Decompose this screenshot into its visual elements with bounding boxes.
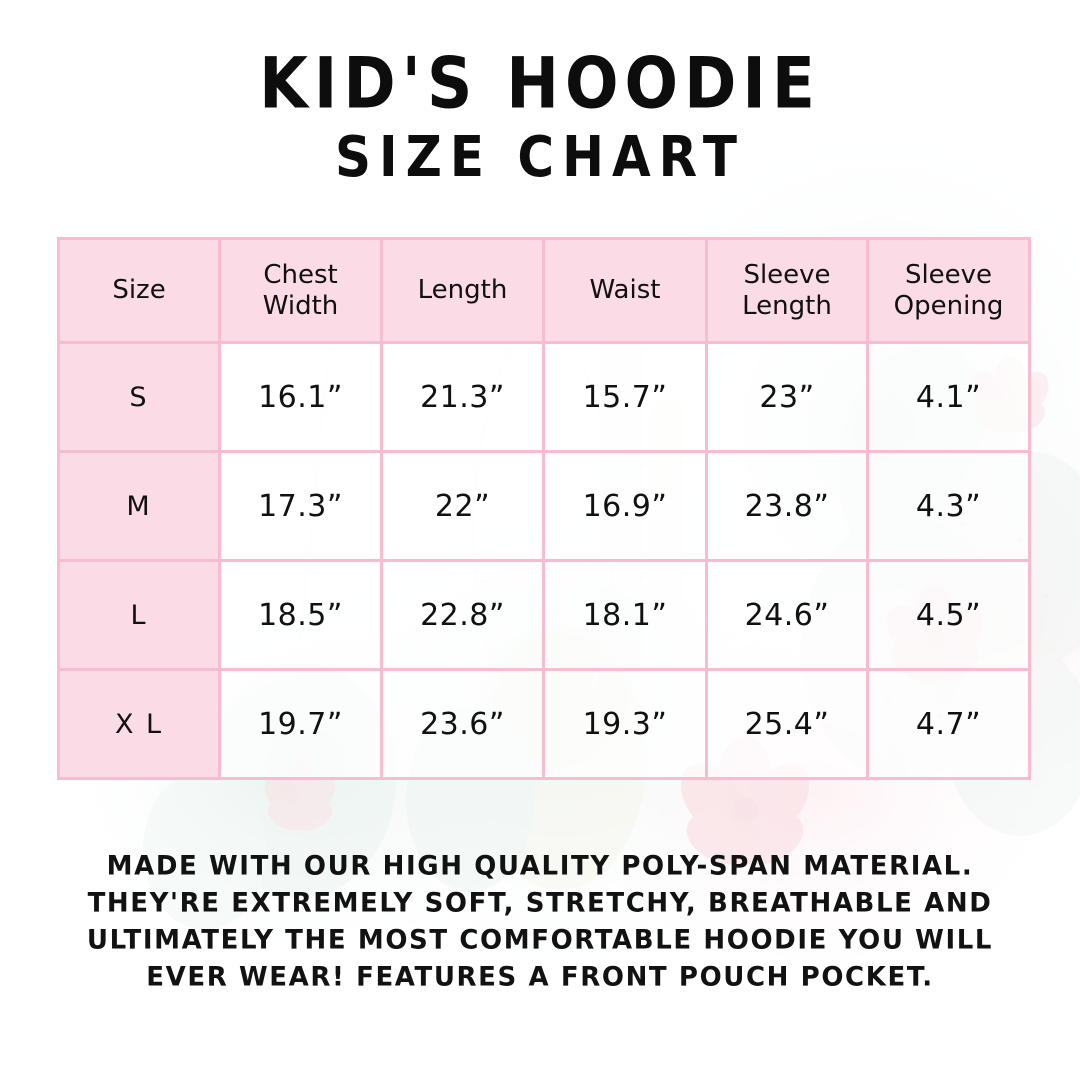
column-header-size-line1: Size <box>112 275 166 306</box>
cell-length: 23.6” <box>380 668 545 780</box>
cell-size: M <box>57 450 221 562</box>
footer-line-1: MADE WITH OUR HIGH QUALITY POLY-SPAN MAT… <box>106 850 974 882</box>
cell-length: 21.3” <box>380 341 545 453</box>
cell-sleeve-length: 25.4” <box>705 668 869 780</box>
cell-sleeve-opening: 4.1” <box>866 341 1031 453</box>
cell-chest-width: 19.7” <box>218 668 383 780</box>
table-row: L 18.5” 22.8” 18.1” 24.6” 4.5” <box>57 559 1031 671</box>
cell-length: 22.8” <box>380 559 545 671</box>
title-line-secondary: SIZE CHART <box>334 124 746 190</box>
table-row: S 16.1” 21.3” 15.7” 23” 4.1” <box>57 341 1031 453</box>
cell-sleeve-length: 24.6” <box>705 559 869 671</box>
cell-sleeve-opening: 4.7” <box>866 668 1031 780</box>
column-header-sleeve-length-line1: Sleeve <box>743 260 831 291</box>
column-header-sleeve-opening-line1: Sleeve <box>904 260 993 291</box>
table-row: M 17.3” 22” 16.9” 23.8” 4.3” <box>57 450 1031 562</box>
cell-length: 22” <box>380 450 545 562</box>
table-body: S 16.1” 21.3” 15.7” 23” 4.1” M 17.3” 22”… <box>57 341 1031 780</box>
cell-sleeve-opening: 4.3” <box>866 450 1031 562</box>
column-header-sleeve-opening: Sleeve Opening <box>866 237 1031 344</box>
footer-line-3: ULTIMATELY THE MOST COMFORTABLE HOODIE Y… <box>86 924 994 956</box>
cell-chest-width: 17.3” <box>218 450 383 562</box>
column-header-sleeve-opening-line2: Opening <box>893 290 1004 321</box>
column-header-size: Size <box>57 237 221 344</box>
size-chart-table: Size Chest Width Length Waist Sleeve Len <box>57 237 1031 780</box>
cell-sleeve-length: 23” <box>705 341 869 453</box>
column-header-sleeve-length-line2: Length <box>742 290 832 321</box>
cell-waist: 19.3” <box>542 668 708 780</box>
cell-waist: 16.9” <box>542 450 708 562</box>
footer-line-2: THEY'RE EXTREMELY SOFT, STRETCHY, BREATH… <box>87 887 993 919</box>
footer-description: MADE WITH OUR HIGH QUALITY POLY-SPAN MAT… <box>0 848 1080 996</box>
column-header-length: Length <box>380 237 545 344</box>
column-header-chest-width: Chest Width <box>218 237 383 344</box>
column-header-waist-line1: Waist <box>589 275 661 306</box>
cell-sleeve-length: 23.8” <box>705 450 869 562</box>
table-row: X L 19.7” 23.6” 19.3” 25.4” 4.7” <box>57 668 1031 780</box>
title-line-primary: KID'S HOODIE <box>259 42 821 125</box>
cell-waist: 15.7” <box>542 341 708 453</box>
cell-chest-width: 18.5” <box>218 559 383 671</box>
cell-chest-width: 16.1” <box>218 341 383 453</box>
cell-waist: 18.1” <box>542 559 708 671</box>
column-header-sleeve-length: Sleeve Length <box>705 237 869 344</box>
cell-size: X L <box>57 668 221 780</box>
cell-sleeve-opening: 4.5” <box>866 559 1031 671</box>
column-header-waist: Waist <box>542 237 708 344</box>
table-header: Size Chest Width Length Waist Sleeve Len <box>57 237 1031 344</box>
column-header-chest-width-line1: Chest <box>263 260 338 291</box>
footer-line-4: EVER WEAR! FEATURES A FRONT POUCH POCKET… <box>146 961 934 993</box>
cell-size: S <box>57 341 221 453</box>
size-chart-table-wrapper: Size Chest Width Length Waist Sleeve Len <box>57 237 1031 780</box>
column-header-chest-width-line2: Width <box>262 290 339 321</box>
cell-size: L <box>57 559 221 671</box>
page-title: KID'S HOODIE SIZE CHART <box>0 42 1080 186</box>
column-header-length-line1: Length <box>417 275 508 306</box>
table-header-row: Size Chest Width Length Waist Sleeve Len <box>57 237 1031 344</box>
